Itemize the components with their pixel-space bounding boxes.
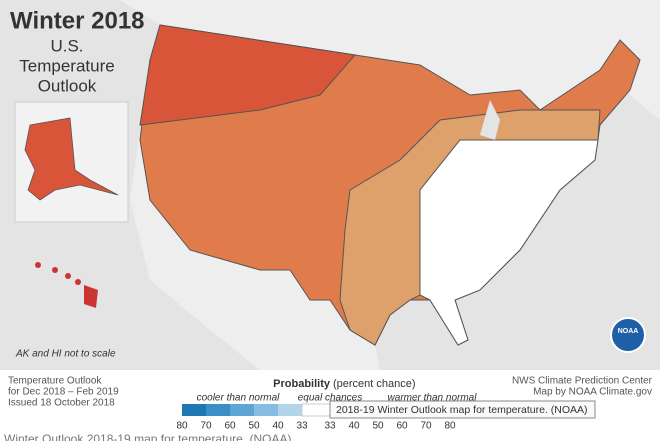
legend-title: Probability (273, 378, 331, 390)
legend-label: warmer than normal (388, 393, 478, 404)
legend-unit: (percent chance) (333, 378, 416, 390)
caption: Winter Outlook 2018-19 map for temperatu… (4, 432, 291, 441)
legend-label: equal chances (298, 393, 363, 404)
map-subtitle: Outlook (38, 76, 97, 95)
legend-tick: 80 (176, 421, 188, 432)
legend-tick: 70 (420, 421, 432, 432)
legend-label: cooler than normal (197, 393, 281, 404)
mexico (130, 130, 380, 370)
legend-tick: 70 (200, 421, 212, 432)
info-line: Temperature Outlook (8, 376, 102, 387)
lake (480, 100, 500, 140)
legend-tick: 50 (248, 421, 260, 432)
credit: NWS Climate Prediction Center (512, 376, 653, 387)
info-line: for Dec 2018 – Feb 2019 (8, 387, 119, 398)
noaa-logo (610, 317, 646, 353)
legend-tick: 40 (272, 421, 284, 432)
legend-swatches (182, 403, 331, 417)
map-subtitle: Temperature (19, 56, 114, 75)
noaa-logo-text: NOAA (618, 328, 639, 335)
legend-tick: 80 (444, 421, 456, 432)
tooltip (329, 400, 596, 419)
hawaii (35, 262, 98, 308)
credit: Map by NOAA Climate.gov (533, 387, 652, 398)
legend-tick: 33 (324, 421, 336, 432)
alaska (24, 117, 119, 201)
legend-ticks: 80 70 60 50 40 33 33 40 50 60 70 80 (176, 421, 456, 432)
map-title: Winter 2018 (10, 7, 145, 34)
legend-tick: 40 (348, 421, 360, 432)
tooltip-text: 2018-19 Winter Outlook map for temperatu… (336, 404, 588, 416)
legend-tick: 60 (396, 421, 408, 432)
legend-tick: 33 (296, 421, 308, 432)
info-line: Issued 18 October 2018 (8, 398, 115, 409)
equal-chances-region (419, 139, 599, 346)
scale-note: AK and HI not to scale (15, 349, 116, 360)
hot-region (139, 24, 356, 126)
map-subtitle: U.S. (50, 36, 83, 55)
legend-tick: 60 (224, 421, 236, 432)
legend-tick: 50 (372, 421, 384, 432)
